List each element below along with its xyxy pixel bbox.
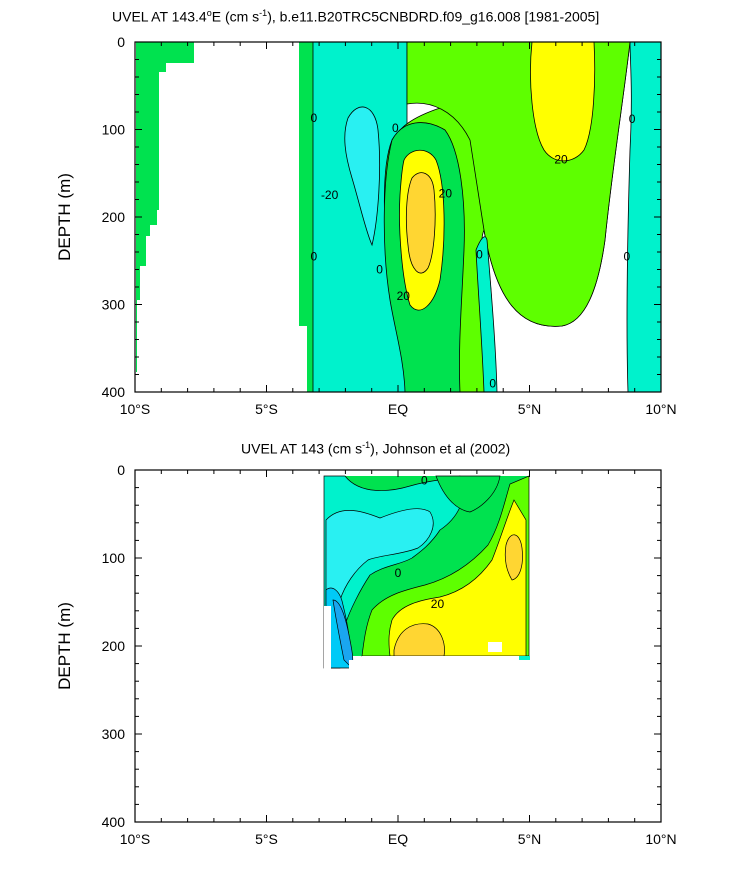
bottom-deep-blue-wedge [332,599,354,669]
bottom-x-tick-label: EQ [388,831,408,847]
top-yellow-north [530,42,596,162]
top-contour-labels: 0 -20 0 0 20 0 20 0 0 20 0 0 [310,111,636,390]
bottom-y-tick-label: 400 [102,814,126,830]
bottom-mask-notch [488,642,502,652]
top-cyan-region-right [626,42,661,392]
top-contour-label: 0 [489,376,496,390]
top-x-tick-label: EQ [388,401,408,417]
top-y-tick-label: 100 [102,122,126,138]
top-y-tick-label: 300 [102,297,126,313]
top-contour-label: 0 [310,249,317,263]
top-contour-label: 20 [439,186,453,200]
top-mask-lower [299,326,307,392]
top-panel-title: UVEL AT 143.4oE (cm s-1), b.e11.B20TRC5C… [112,8,600,25]
bottom-gold-core [393,623,445,657]
top-x-ticks: 10°S 5°S EQ 5°N 10°N [120,42,677,417]
bottom-x-ticks: 10°S 5°S EQ 5°N 10°N [120,470,677,847]
top-x-tick-label: 5°N [518,401,542,417]
top-contour-label: 0 [392,121,399,135]
top-x-tick-label: 10°S [120,401,151,417]
bottom-y-tick-label: 0 [117,462,125,478]
bottom-y-tick-label: 200 [102,638,126,654]
bottom-panel-title: UVEL AT 143 (cm s-1), Johnson et al (200… [241,440,511,457]
bottom-yellow-region [388,499,527,657]
bottom-y-axis-title: DEPTH (m) [55,602,74,690]
bottom-axes: 10°S 5°S EQ 5°N 10°N 0 100 200 300 400 0 0 20 [102,462,677,847]
bottom-mask-right [519,656,530,660]
bottom-x-tick-label: 5°S [255,831,278,847]
bottom-gold-north [504,534,523,581]
bottom-contour-label: 20 [431,597,445,611]
bottom-data-mask [324,606,530,672]
top-x-tick-label: 5°S [255,401,278,417]
bottom-mask-bottom [362,656,530,672]
top-cyan-lobe [475,236,498,392]
bottom-contour-label: 0 [421,474,428,488]
bottom-mask-left [324,606,331,671]
top-contour-label: 0 [310,111,317,125]
bottom-lightblue-region [325,508,434,606]
top-white-mask [136,42,299,392]
top-contour-fill [299,42,661,392]
bottom-contour-fill [323,475,530,669]
top-land-mask [136,42,307,392]
top-y-tick-label: 200 [102,209,126,225]
bottom-green-top [435,475,501,513]
top-gold-jet [405,172,436,274]
bottom-x-tick-label: 10°N [645,831,676,847]
top-contour-label: 20 [397,289,411,303]
bottom-y-tick-label: 100 [102,550,126,566]
top-contour-label: 0 [376,263,383,277]
top-cyan-region [312,42,408,392]
bottom-contour-label: 0 [395,566,402,580]
top-x-tick-label: 10°N [645,401,676,417]
top-y-tick-label: 0 [117,34,125,50]
top-y-tick-label: 400 [102,384,126,400]
top-y-axis-title: DEPTH (m) [55,173,74,261]
top-lightblue-core [344,106,381,247]
bottom-contour-labels: 0 0 20 [395,474,445,611]
top-contour-label: 20 [554,152,568,166]
top-contour-label: 0 [476,248,483,262]
top-contour-label: -20 [321,188,339,202]
bottom-mask-low [349,660,365,672]
top-left-green-steps [136,42,194,372]
bottom-y-tick-label: 300 [102,726,126,742]
bottom-x-tick-label: 10°S [120,831,151,847]
top-contour-label: 0 [629,112,636,126]
bottom-x-tick-label: 5°N [518,831,542,847]
top-contour-label: 0 [623,249,630,263]
